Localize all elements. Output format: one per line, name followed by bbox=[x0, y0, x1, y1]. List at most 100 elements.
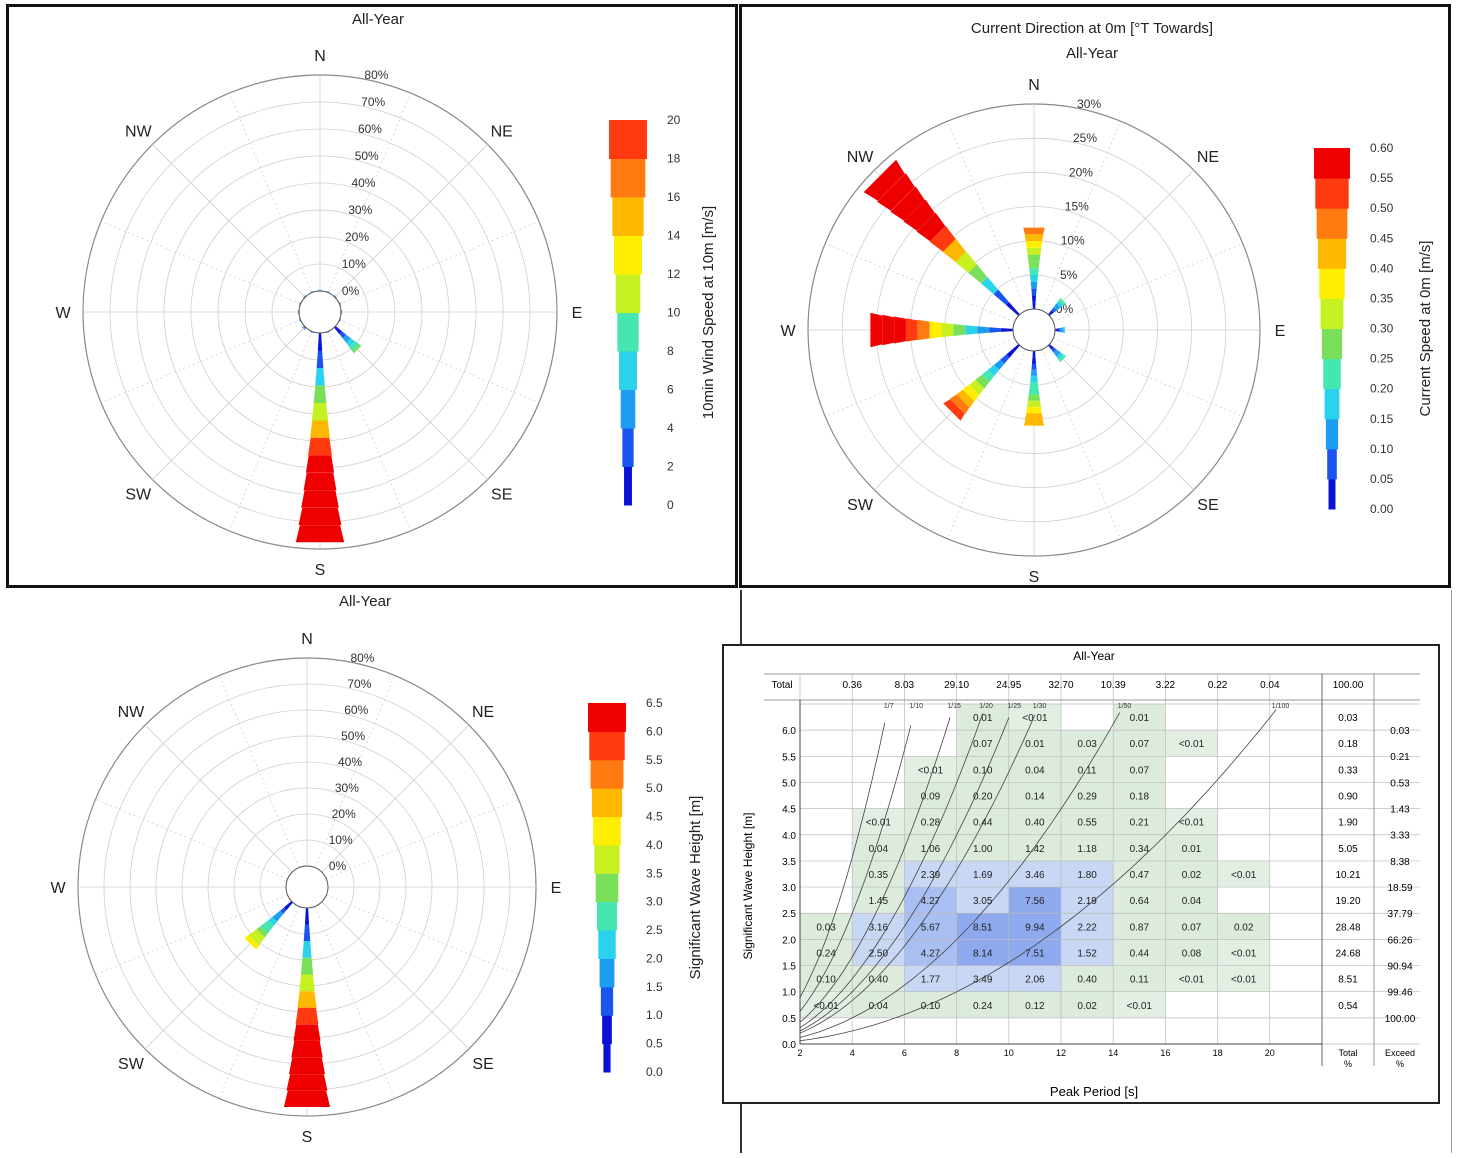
colorbar-segment bbox=[609, 120, 647, 159]
table-cell: 2.06 bbox=[1025, 975, 1045, 986]
colorbar-segment bbox=[600, 958, 615, 987]
table-cell: 2.22 bbox=[1077, 922, 1097, 933]
direction-label: NE bbox=[491, 123, 513, 140]
colorbar-segment bbox=[1319, 268, 1344, 299]
ring-label: 20% bbox=[345, 230, 369, 244]
colorbar-tick: 2 bbox=[667, 460, 674, 474]
row-exceedance: 0.53 bbox=[1390, 778, 1410, 789]
rose-petal bbox=[244, 901, 293, 950]
ring-label: 0% bbox=[329, 859, 347, 873]
total-row-label: Total bbox=[771, 680, 792, 691]
table-cell: 0.01 bbox=[1182, 844, 1202, 855]
colorbar-tick: 0 bbox=[667, 498, 674, 512]
row-total: 0.54 bbox=[1338, 1001, 1358, 1012]
colorbar-segment bbox=[588, 703, 626, 732]
table-cell: <0.01 bbox=[1231, 948, 1257, 959]
grid-spoke bbox=[152, 144, 305, 297]
colorbar-tick: 0.30 bbox=[1370, 322, 1394, 336]
table-cell: 0.10 bbox=[816, 975, 836, 986]
row-total: 8.51 bbox=[1338, 975, 1358, 986]
petal-segment bbox=[1060, 328, 1061, 332]
direction-label: NE bbox=[472, 704, 494, 721]
y-tick-label: 6.0 bbox=[782, 726, 796, 737]
table-cell: 0.09 bbox=[921, 792, 941, 803]
petal-segment bbox=[294, 1024, 321, 1041]
colorbar-tick: 10 bbox=[667, 306, 681, 320]
colorbar-segment bbox=[1315, 178, 1348, 209]
grid-spoke bbox=[1049, 345, 1194, 490]
table-cell: 0.35 bbox=[869, 870, 889, 881]
y-tick-label: 2.5 bbox=[782, 909, 796, 920]
petal-segment bbox=[1032, 357, 1036, 363]
petal-segment bbox=[1063, 327, 1064, 333]
steepness-label: 1/25 bbox=[1007, 703, 1021, 710]
table-cell: 0.64 bbox=[1130, 896, 1150, 907]
current-rose-panel: Current Direction at 0m [°T Towards]All-… bbox=[739, 4, 1451, 588]
steepness-label: 1/50 bbox=[1118, 703, 1132, 710]
table-cell: 2.19 bbox=[1077, 896, 1097, 907]
colorbar-tick: 0.35 bbox=[1370, 291, 1394, 305]
y-tick-label: 4.5 bbox=[782, 805, 796, 816]
row-exceedance: 3.33 bbox=[1390, 831, 1410, 842]
petal-segment bbox=[1030, 275, 1038, 282]
ring-label: 30% bbox=[335, 781, 359, 795]
colorbar-tick: 8 bbox=[667, 344, 674, 358]
colorbar-tick: 0.00 bbox=[1370, 502, 1394, 516]
petal-segment bbox=[1057, 329, 1058, 332]
table-cell: 0.11 bbox=[1130, 975, 1149, 986]
center-hole bbox=[299, 291, 341, 333]
table-cell: 0.40 bbox=[1077, 975, 1097, 986]
petal-segment bbox=[304, 473, 337, 490]
ring-label: 20% bbox=[1069, 165, 1093, 179]
ring-label: 50% bbox=[355, 149, 379, 163]
petal-segment bbox=[291, 1041, 322, 1058]
colorbar-tick: 4.0 bbox=[646, 838, 663, 852]
ring-label: 60% bbox=[358, 122, 382, 136]
footer-total-label: Total bbox=[1338, 1048, 1357, 1058]
table-cell: 0.14 bbox=[1025, 792, 1045, 803]
table-cell: 0.03 bbox=[1077, 739, 1097, 750]
petal-segment bbox=[1032, 302, 1035, 309]
petal-segment bbox=[299, 975, 314, 992]
y-tick-label: 3.5 bbox=[782, 857, 796, 868]
wave-rose-chart: All-Year0%10%20%30%40%50%60%70%80%NNEESE… bbox=[6, 590, 740, 1153]
colorbar bbox=[609, 120, 647, 506]
direction-label: NW bbox=[847, 149, 875, 166]
ring-label: 5% bbox=[1060, 268, 1078, 282]
rose-petal bbox=[943, 344, 1020, 421]
row-exceedance: 100.00 bbox=[1385, 1014, 1416, 1025]
table-cell: 0.02 bbox=[1077, 1001, 1097, 1012]
rose-petal bbox=[341, 310, 342, 315]
table-cell: 0.44 bbox=[973, 818, 993, 829]
petal-segment bbox=[302, 941, 311, 958]
colorbar-tick: 1.0 bbox=[646, 1008, 663, 1022]
grid-spoke bbox=[322, 725, 469, 872]
table-cell: 0.28 bbox=[921, 818, 941, 829]
colorbar-tick: 2.5 bbox=[646, 923, 663, 937]
colorbar-tick: 1.5 bbox=[646, 980, 663, 994]
y-tick-label: 0.5 bbox=[782, 1014, 796, 1025]
ring-label: 60% bbox=[344, 703, 368, 717]
y-tick-label: 1.0 bbox=[782, 988, 796, 999]
petal-segment bbox=[299, 508, 342, 525]
row-exceedance: 8.38 bbox=[1390, 857, 1410, 868]
x-axis-label: Peak Period [s] bbox=[1050, 1084, 1138, 1099]
x-tick-label: 4 bbox=[850, 1048, 855, 1058]
direction-label: E bbox=[551, 880, 562, 897]
y-tick-label: 1.5 bbox=[782, 962, 796, 973]
petal-segment bbox=[1033, 351, 1036, 357]
colorbar-tick: 0.15 bbox=[1370, 412, 1394, 426]
colorbar-tick: 3.0 bbox=[646, 895, 663, 909]
colorbar-tick: 0.05 bbox=[1370, 472, 1394, 486]
table-cell: 9.94 bbox=[1025, 922, 1045, 933]
petal-segment bbox=[306, 455, 334, 472]
y-tick-label: 0.0 bbox=[782, 1040, 796, 1051]
table-cell: 4.27 bbox=[921, 896, 941, 907]
direction-label: N bbox=[314, 48, 326, 65]
table-cell: <0.01 bbox=[866, 818, 892, 829]
colorbar-segment bbox=[624, 467, 632, 506]
petal-segment bbox=[882, 315, 894, 346]
colorbar-segment bbox=[614, 236, 642, 275]
